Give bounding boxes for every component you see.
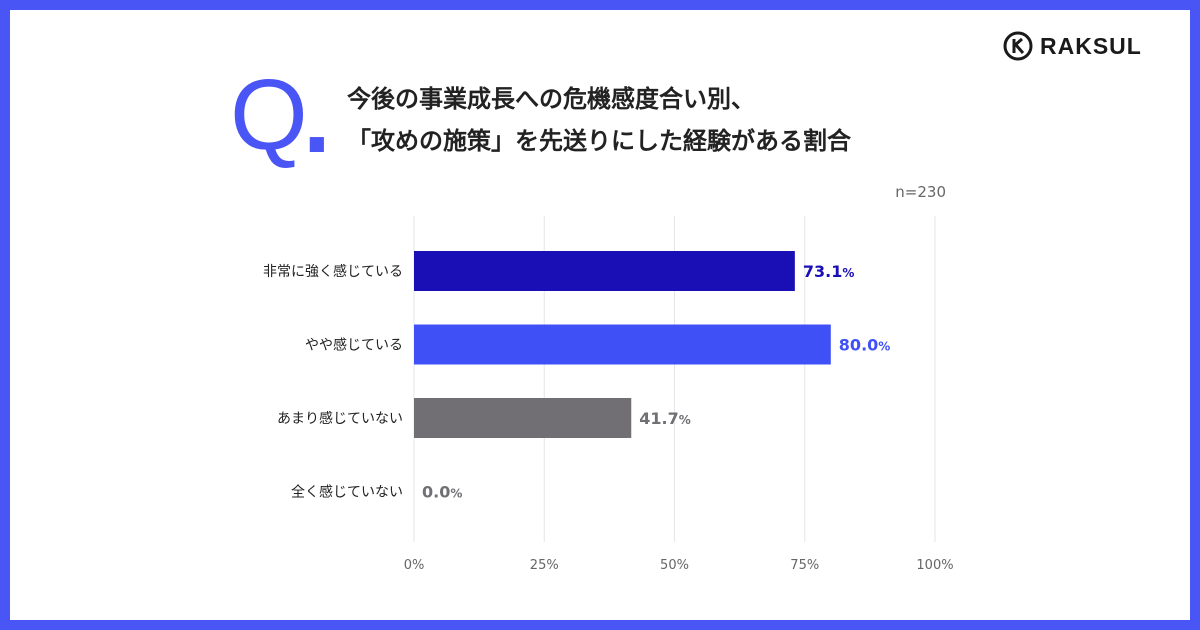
bar [414,324,831,365]
x-tick-label: 25% [530,558,559,573]
category-label: 全く感じていない [291,484,403,501]
x-tick-label: 75% [790,558,819,573]
value-label: 80.0% [839,336,891,355]
value-label: 0.0% [422,483,462,502]
value-label-number: 80.0 [839,336,878,355]
value-label-number: 73.1 [803,262,842,281]
value-label: 73.1% [803,262,855,281]
value-label-unit: % [450,487,462,501]
question-dot: . [303,62,331,174]
value-label-unit: % [842,266,854,280]
x-tick-label: 100% [916,558,953,573]
brand-name: RAKSUL [1040,32,1142,59]
value-label-unit: % [679,413,691,427]
chart-card [10,10,1190,620]
x-tick-label: 0% [404,558,425,573]
brand-logo: RAKSUL [1003,31,1142,61]
bar [414,251,795,291]
bar [414,398,632,438]
sample-size-note: n=230 [895,183,946,201]
raksul-logo-icon [1003,31,1033,61]
chart-title-line-2: 「攻めの施策」を先送りにした経験がある割合 [347,127,851,155]
value-label: 41.7% [639,409,691,428]
question-mark: Q [230,59,308,171]
category-label: あまり感じていない [277,410,403,427]
value-label-unit: % [878,340,890,354]
category-label: 非常に強く感じている [263,263,403,280]
x-tick-label: 50% [660,558,689,573]
chart-title: 今後の事業成長への危機感度合い別、 「攻めの施策」を先送りにした経験がある割合 [347,78,851,162]
category-label: やや感じている [305,337,403,354]
value-label-number: 0.0 [422,483,450,502]
value-label-number: 41.7 [639,409,678,428]
chart-title-line-1: 今後の事業成長への危機感度合い別、 [347,85,755,113]
